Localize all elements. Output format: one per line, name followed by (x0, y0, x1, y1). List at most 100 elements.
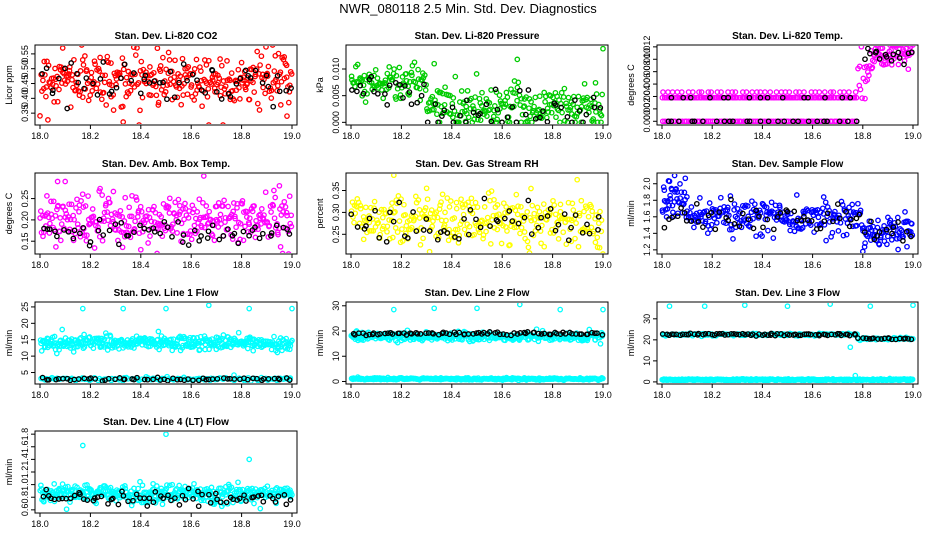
data-point (135, 79, 142, 86)
data-point (93, 500, 100, 507)
data-point (175, 196, 182, 203)
black-data-point (470, 331, 477, 337)
data-point (135, 485, 141, 492)
y-tick-label: 0.010 (642, 48, 652, 71)
data-point (823, 237, 829, 244)
data-point (260, 84, 266, 91)
data-point (753, 233, 759, 240)
y-tick-label: 1.2 (20, 466, 30, 479)
black-data-point (404, 235, 411, 241)
data-point (200, 174, 207, 179)
black-data-point (679, 331, 686, 338)
chart-p3: Stan. Dev. Li-820 Temp.degrees C18.0 18.2… (626, 31, 922, 141)
y-tick-label: 0.004 (642, 85, 652, 108)
data-point (151, 203, 157, 210)
data-point (188, 82, 195, 88)
data-point (528, 217, 535, 224)
data-point (242, 223, 248, 230)
outlier-point (390, 174, 397, 179)
data-point (289, 337, 295, 344)
data-point (181, 80, 187, 87)
data-point (770, 235, 777, 241)
black-data-point (125, 232, 132, 239)
data-point (835, 94, 842, 101)
data-point (73, 79, 80, 86)
data-point (244, 345, 251, 352)
black-data-point (145, 226, 152, 233)
black-data-point (254, 375, 260, 382)
data-point (235, 479, 241, 486)
data-point (660, 184, 667, 190)
data-point (395, 193, 402, 199)
data-point (372, 66, 379, 73)
black-data-point (888, 57, 895, 64)
data-point (513, 191, 520, 198)
data-point (379, 214, 386, 221)
data-point (452, 226, 459, 233)
data-point (87, 92, 94, 99)
data-point (269, 46, 276, 48)
data-point (117, 207, 124, 214)
x-tick-label: 18.6 (182, 390, 200, 400)
data-point (147, 233, 153, 239)
data-point (137, 203, 144, 210)
data-point (51, 99, 57, 105)
points-group (348, 174, 606, 253)
black-data-point (190, 377, 196, 383)
data-point (285, 251, 292, 253)
outlier-point (423, 185, 430, 192)
data-point (198, 68, 204, 74)
data-point (895, 61, 902, 68)
y-tick-label: 0 (331, 379, 341, 384)
data-point (249, 208, 256, 215)
data-point (123, 223, 130, 229)
black-data-point (862, 56, 868, 63)
data-point (122, 485, 129, 492)
data-point (41, 498, 47, 505)
plot-frame (34, 430, 298, 514)
black-data-point (578, 331, 585, 337)
data-point (494, 226, 501, 233)
data-point (174, 94, 181, 101)
black-data-point (413, 228, 420, 234)
data-point (525, 244, 532, 251)
black-data-point (87, 239, 94, 245)
black-data-point (745, 216, 752, 223)
data-point (585, 213, 592, 220)
black-data-point (43, 65, 50, 72)
data-point (394, 229, 401, 235)
data-point (409, 72, 415, 79)
data-point (286, 193, 293, 200)
data-point (679, 209, 686, 216)
black-data-point (674, 213, 681, 220)
data-point (786, 221, 793, 228)
data-point (832, 208, 838, 215)
x-tick-label: 18.2 (703, 260, 721, 270)
data-point (200, 214, 207, 221)
y-tick-label: 0.20 (20, 211, 30, 229)
black-data-point (414, 330, 421, 337)
data-point (209, 494, 215, 501)
black-data-point (97, 76, 104, 82)
outlier-point (206, 122, 212, 124)
data-point (366, 213, 372, 219)
black-data-point (151, 78, 158, 84)
black-data-point (774, 214, 781, 220)
data-point (403, 70, 410, 77)
data-point (230, 208, 237, 215)
data-point (830, 89, 837, 95)
data-point (434, 111, 440, 118)
outlier-point (120, 305, 127, 312)
black-data-point (227, 93, 234, 100)
black-data-point (389, 331, 396, 337)
black-data-point (286, 377, 293, 383)
black-data-point (50, 87, 56, 94)
data-point (378, 206, 385, 213)
data-point (282, 204, 289, 210)
x-tick-label: 19.0 (904, 131, 922, 141)
data-point (768, 199, 775, 206)
black-data-point (868, 218, 874, 225)
black-data-point (500, 331, 507, 337)
data-point (79, 339, 85, 346)
black-data-point (576, 108, 583, 114)
